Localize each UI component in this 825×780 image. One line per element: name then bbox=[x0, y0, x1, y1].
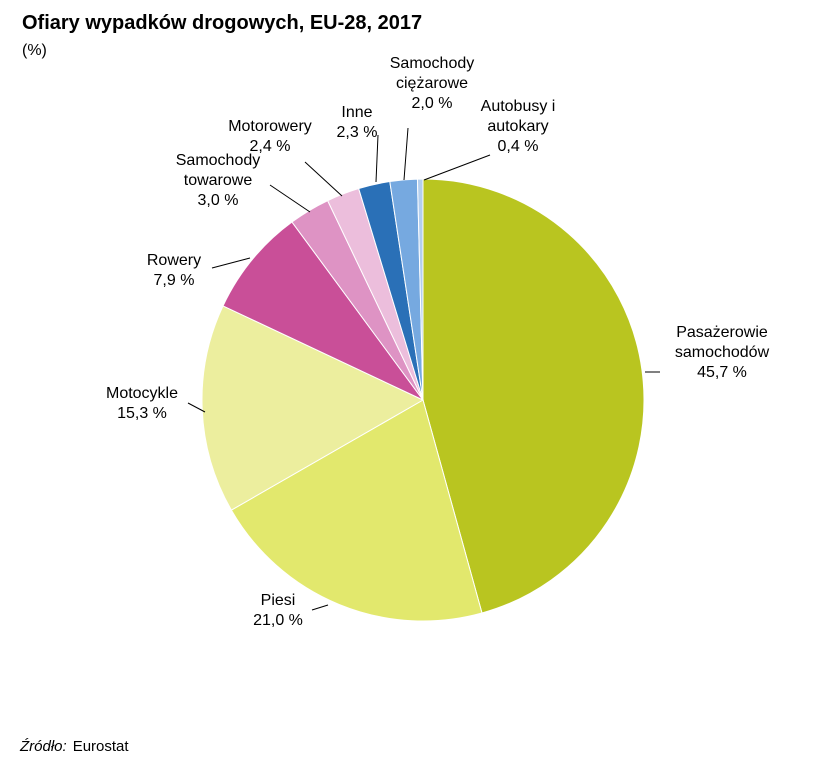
chart-title: Ofiary wypadków drogowych, EU-28, 2017 bbox=[22, 12, 423, 34]
slice-label-7: Samochody ciężarowe 2,0 % bbox=[390, 55, 475, 112]
pie-slice-2 bbox=[201, 305, 425, 511]
slice-label-8: Autobusy i autokary 0,4 % bbox=[481, 98, 556, 155]
slice-label-4: Samochody towarowe 3,0 % bbox=[176, 152, 261, 209]
slice-label-3: Rowery 7,9 % bbox=[147, 252, 201, 289]
leader-line-4 bbox=[269, 184, 311, 213]
slice-value-5: 2,4 % bbox=[250, 138, 291, 155]
source-label: Źródło: bbox=[20, 738, 67, 755]
pie-slice-3 bbox=[222, 221, 424, 401]
slice-name-5: Motorowery bbox=[228, 118, 312, 135]
pie-chart: Pasażerowie samochodów 45,7 % Piesi 21,0 % Mo… bbox=[106, 55, 770, 629]
leader-line-1 bbox=[311, 604, 329, 611]
slice-name-2: Motocykle bbox=[106, 385, 178, 402]
slice-value-6: 2,3 % bbox=[337, 124, 378, 141]
slice-name-0: samochodów bbox=[675, 344, 770, 361]
pie-slice-8 bbox=[416, 178, 424, 401]
slice-value-8: 0,4 % bbox=[498, 138, 539, 155]
slice-name-6: Inne bbox=[341, 104, 372, 121]
pie-slice-1 bbox=[230, 399, 483, 622]
slice-value-3: 7,9 % bbox=[154, 272, 195, 289]
slice-name-8: autokary bbox=[487, 118, 548, 135]
slice-value-1: 21,0 % bbox=[253, 612, 303, 629]
slice-labels: Pasażerowie samochodów 45,7 % Piesi 21,0 % Mo… bbox=[106, 55, 770, 629]
slice-value-4: 3,0 % bbox=[198, 192, 239, 209]
slice-value-0: 45,7 % bbox=[697, 364, 747, 381]
slice-label-1: Piesi 21,0 % bbox=[253, 592, 303, 629]
leader-line-3 bbox=[211, 257, 251, 269]
slice-name-4: towarowe bbox=[184, 172, 253, 189]
pie-slice-0 bbox=[422, 178, 645, 614]
slice-name-7: ciężarowe bbox=[396, 75, 468, 92]
slice-label-6: Inne 2,3 % bbox=[337, 104, 378, 141]
leader-line-8 bbox=[423, 154, 491, 181]
slice-name-1: Piesi bbox=[261, 592, 296, 609]
leader-lines bbox=[187, 127, 660, 611]
slice-label-0: Pasażerowie samochodów 45,7 % bbox=[675, 324, 770, 381]
leader-line-6 bbox=[375, 134, 379, 183]
slice-name-8: Autobusy i bbox=[481, 98, 556, 115]
leader-line-2 bbox=[187, 402, 206, 413]
chart-unit: (%) bbox=[22, 42, 47, 59]
pie-slices bbox=[201, 178, 645, 622]
leader-line-5 bbox=[304, 161, 343, 197]
slice-value-2: 15,3 % bbox=[117, 405, 167, 422]
source-note: Źródło: Eurostat bbox=[20, 738, 129, 755]
leader-line-7 bbox=[403, 127, 409, 181]
slice-name-0: Pasażerowie bbox=[676, 324, 768, 341]
slice-name-4: Samochody bbox=[176, 152, 261, 169]
slice-value-7: 2,0 % bbox=[412, 95, 453, 112]
slice-label-2: Motocykle 15,3 % bbox=[106, 385, 178, 422]
slice-name-3: Rowery bbox=[147, 252, 201, 269]
slice-name-7: Samochody bbox=[390, 55, 475, 72]
source-value: Eurostat bbox=[72, 738, 129, 755]
slice-label-5: Motorowery 2,4 % bbox=[228, 118, 312, 155]
